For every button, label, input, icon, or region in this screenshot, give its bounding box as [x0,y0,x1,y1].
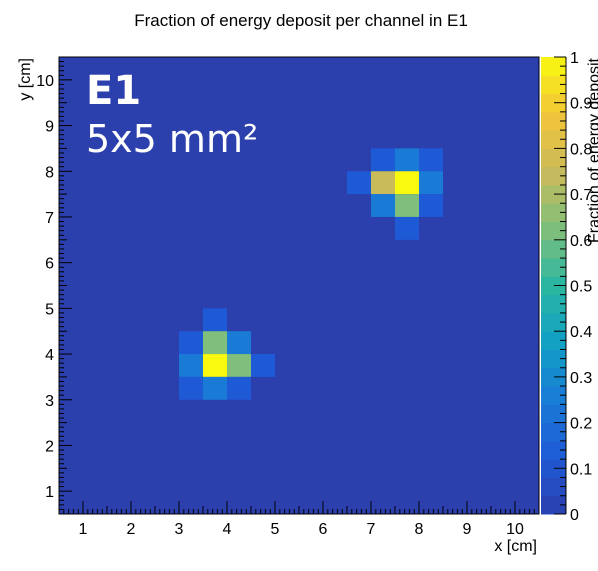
z-axis: 0 0.1 0.2 0.3 0.4 0.5 0.6 0.7 0.8 0.9 1 [554,50,592,524]
heatmap-cell [179,376,203,400]
colorbar-band [541,367,566,387]
colorbar-band [541,93,566,113]
z-tick-label: 0.1 [570,461,592,478]
heatmap-cell [203,354,227,377]
y-tick-label: 6 [45,256,54,273]
z-tick-label: 0 [570,507,579,524]
x-axis-label: x [cm] [494,538,537,555]
heatmap-cell [179,354,203,377]
y-tick-label: 9 [45,119,54,136]
colorbar-band [541,184,566,204]
colorbar-band [541,276,566,296]
y-axis: 1 2 3 4 5 6 7 8 9 10 [36,56,72,515]
z-tick-label: 0.6 [570,233,592,250]
plot-area [59,57,539,514]
colorbar-band [541,75,566,95]
heatmap-cell [371,148,395,172]
x-tick-label: 9 [463,521,472,538]
heatmap-cell [251,354,275,377]
z-tick-label: 0.7 [570,187,592,204]
y-tick-label: 5 [45,301,54,318]
plot-background [59,57,539,514]
z-tick-label: 0.9 [570,96,592,113]
heatmap-cell [203,308,227,332]
y-tick-label: 2 [45,438,54,455]
colorbar-band [541,111,566,131]
colorbar-band [541,495,566,515]
y-tick-label: 8 [45,164,54,181]
colorbar-band [541,312,566,332]
z-tick-label: 0.3 [570,370,592,387]
heatmap-cells [179,148,443,400]
y-tick-label: 7 [45,210,54,227]
heatmap-cell [395,148,419,172]
heatmap-cell [179,331,203,355]
heatmap-cell [203,376,227,400]
heatmap-cell [419,171,443,195]
z-axis-label: Fraction of energy deposit [586,57,598,243]
colorbar-band [541,404,566,424]
colorbar-band [541,148,566,168]
heatmap-cell [203,331,227,355]
heatmap-cell [227,376,251,400]
x-tick-label: 10 [506,521,524,538]
colorbar-band [541,477,566,497]
heatmap-cell [227,354,251,377]
x-tick-label: 3 [175,521,184,538]
x-tick-label: 4 [223,521,232,538]
colorbar-band [541,57,566,76]
colorbar-band [541,130,566,149]
heatmap-cell [227,331,251,355]
color-scale [541,57,566,515]
x-tick-label: 1 [79,521,88,538]
x-tick-label: 5 [271,521,280,538]
detector-name: E1 [86,68,141,114]
heatmap-cell [395,216,419,240]
colorbar-band [541,203,566,223]
heatmap-cell [395,171,419,195]
heatmap-cell [395,194,419,217]
chart-title: Fraction of energy deposit per channel i… [134,11,468,30]
y-tick-label: 1 [45,484,54,501]
colorbar-band [541,221,566,241]
colorbar-band [541,258,566,277]
colorbar-band [541,239,566,259]
colorbar-band [541,422,566,442]
z-tick-label: 0.2 [570,416,592,433]
colorbar-band [541,166,566,186]
colorbar-band [541,386,566,405]
heatmap-cell [371,194,395,217]
y-tick-label: 10 [36,73,54,90]
heatmap-cell [419,194,443,217]
z-tick-label: 0.5 [570,279,592,296]
z-tick-label: 1 [570,50,579,67]
colorbar-band [541,459,566,478]
x-tick-label: 6 [319,521,328,538]
x-tick-label: 8 [415,521,424,538]
y-axis-label: y [cm] [17,58,34,101]
colorbar-band [541,294,566,314]
heatmap-cell [419,148,443,172]
x-tick-label: 7 [367,521,376,538]
x-axis: 1 2 3 4 5 6 7 8 9 10 [58,501,540,538]
heatmap-cell [371,171,395,195]
z-tick-label: 0.8 [570,141,592,158]
colorbar-band [541,331,566,350]
heatmap-cell [347,171,371,195]
z-tick-label: 0.4 [570,324,592,341]
cell-size-label: 5x5 mm² [86,117,258,161]
colorbar-band [541,349,566,369]
x-tick-label: 2 [127,521,136,538]
y-tick-label: 4 [45,347,54,364]
y-tick-label: 3 [45,393,54,410]
colorbar-band [541,440,566,460]
